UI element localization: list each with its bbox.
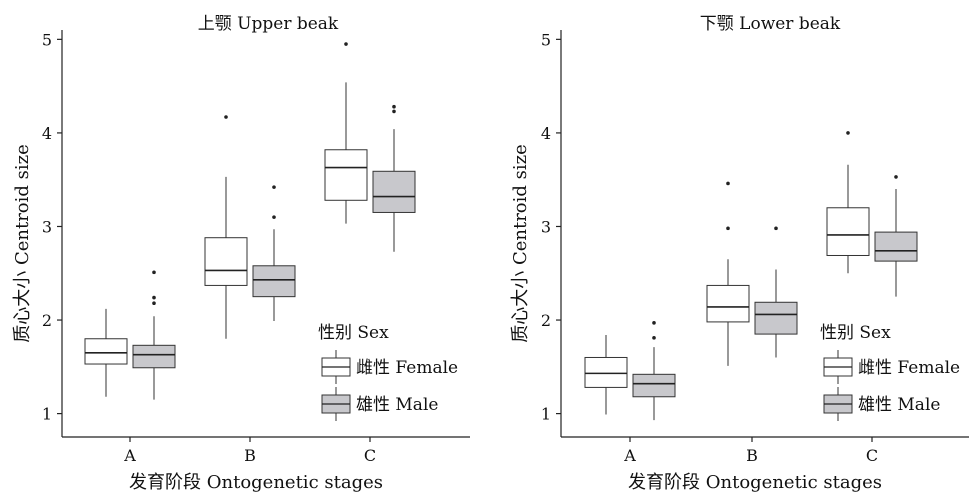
box-male-A: [632, 321, 676, 421]
box-body: [632, 373, 676, 398]
box-body: [874, 231, 918, 262]
box-male-A: [132, 270, 176, 400]
box-body: [826, 207, 870, 256]
y-tick-label: 3: [541, 217, 551, 236]
panel-title: 下颚 Lower beak: [700, 14, 841, 34]
legend-key-male: [823, 387, 853, 421]
legend-label: 雌性 Female: [858, 358, 960, 378]
y-tick-label: 5: [541, 30, 551, 49]
outlier-point: [152, 301, 156, 306]
x-axis-title: 发育阶段 Ontogenetic stages: [129, 472, 383, 493]
y-tick-label: 4: [541, 124, 551, 143]
outlier-point: [726, 181, 730, 186]
legend-label: 雌性 Female: [356, 358, 458, 378]
box-body: [204, 237, 248, 286]
y-tick-label: 2: [541, 311, 551, 330]
box-female-A: [584, 335, 628, 415]
legend-title: 性别 Sex: [318, 323, 389, 343]
outlier-point: [392, 109, 396, 114]
legend: 性别 Sex 雌性 Female 雄性 Male: [820, 323, 960, 421]
outlier-point: [152, 295, 156, 300]
y-tick-label: 4: [42, 124, 52, 143]
box-female-A: [84, 308, 128, 397]
box-male-C: [372, 104, 416, 252]
outlier-point: [726, 226, 730, 231]
legend-label: 雄性 Male: [356, 395, 438, 415]
y-tick-label: 1: [541, 405, 551, 424]
outlier-point: [344, 42, 348, 46]
panel-title: 上颚 Upper beak: [198, 14, 339, 34]
y-tick-label: 3: [42, 217, 52, 236]
box-male-B: [252, 185, 296, 321]
box-male-B: [754, 226, 798, 358]
box-female-C: [324, 42, 368, 224]
outlier-point: [152, 270, 156, 275]
x-tick-label: C: [866, 446, 878, 465]
chart-panel-1: 上颚 Upper beak 1 2 3 4 5 A B C 发育阶段 Ontogenetic st…: [12, 14, 470, 493]
box-body: [252, 265, 296, 298]
outlier-point: [652, 321, 656, 325]
outlier-point: [392, 104, 396, 109]
x-tick-label: A: [623, 446, 636, 465]
outlier-point: [272, 215, 276, 219]
box-body: [324, 149, 368, 201]
box-male-C: [874, 175, 918, 297]
box-body: [132, 344, 176, 369]
box-body: [84, 338, 128, 365]
box-female-C: [826, 131, 870, 274]
x-axis-title: 发育阶段 Ontogenetic stages: [628, 472, 882, 493]
box-female-B: [706, 181, 750, 366]
x-tick-label: C: [364, 446, 376, 465]
box-body: [754, 301, 798, 335]
box-female-B: [204, 115, 248, 339]
legend-key-female: [823, 350, 853, 384]
y-tick-label: 5: [42, 30, 52, 49]
box-body: [706, 284, 750, 323]
outlier-point: [224, 115, 228, 119]
x-tick-label: B: [244, 446, 256, 465]
y-axis-title: 质心大小 Centroid size: [510, 144, 531, 343]
x-tick-label: B: [746, 446, 758, 465]
y-tick-label: 2: [42, 311, 52, 330]
box-body: [372, 170, 416, 213]
legend-label: 雄性 Male: [858, 395, 940, 415]
outlier-point: [652, 336, 656, 340]
outlier-point: [894, 175, 898, 179]
outlier-point: [846, 131, 850, 135]
outlier-point: [774, 226, 778, 231]
y-axis-title: 质心大小 Centroid size: [12, 144, 33, 343]
box-body: [584, 356, 628, 388]
y-tick-label: 1: [42, 405, 52, 424]
x-tick-label: A: [123, 446, 136, 465]
legend-title: 性别 Sex: [820, 323, 891, 343]
legend-key-female: [321, 350, 351, 384]
legend-key-male: [321, 387, 351, 421]
outlier-point: [272, 185, 276, 189]
legend: 性别 Sex 雌性 Female 雄性 Male: [318, 323, 458, 421]
chart-panel-2: 下颚 Lower beak 1 2 3 4 5 A B C 发育阶段 Ontogenetic st…: [510, 14, 969, 493]
